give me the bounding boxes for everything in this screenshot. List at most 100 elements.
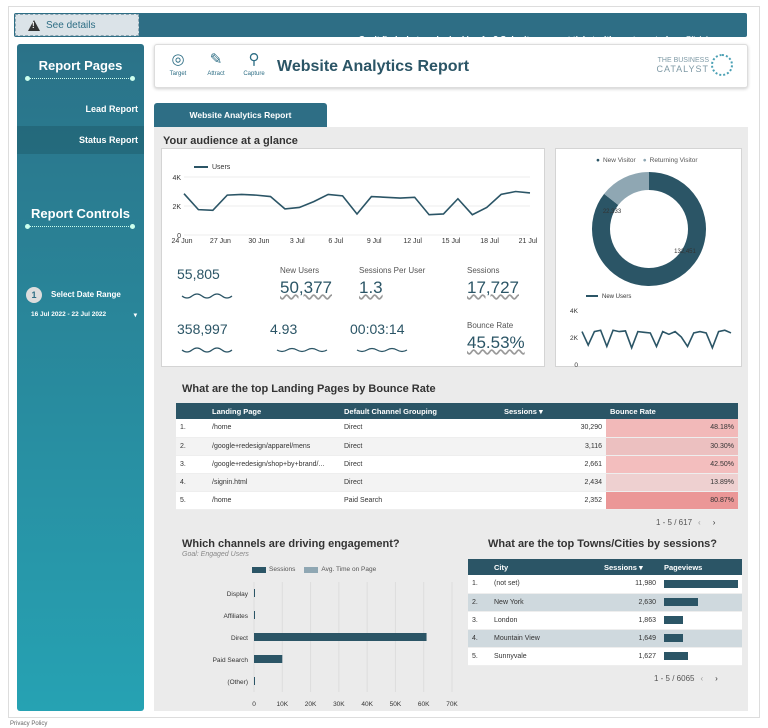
x-tick-label: 6 Jul: [328, 238, 343, 245]
pageviews-bar: [664, 598, 699, 606]
sessions-cell: 30,290: [500, 419, 606, 438]
new-users-line: [581, 329, 732, 351]
date-range-label: Select Date Range: [51, 290, 121, 299]
y-tick-label: 0: [177, 233, 181, 240]
landing-pager: 1 - 5 / 617 ‹ ›: [656, 518, 721, 527]
pager-label: 1 - 5 / 6065: [654, 674, 695, 683]
sparkline: [276, 347, 328, 353]
table-row[interactable]: 4./signin.html Direct 2,434 13.89%: [176, 473, 738, 492]
y-tick-label: 2K: [172, 204, 181, 211]
category-label: Direct: [231, 635, 248, 642]
sessions-cell: 2,434: [500, 473, 606, 492]
slice-label: 132,451: [674, 249, 696, 255]
col-channel[interactable]: Default Channel Grouping: [340, 403, 500, 419]
next-page-icon[interactable]: ›: [712, 518, 716, 527]
tab-website-analytics[interactable]: Website Analytics Report: [154, 103, 327, 127]
pageviews-cell: [660, 647, 742, 666]
table-row[interactable]: 1. (not set) 11,980: [468, 575, 742, 594]
sidebar-item-status-report[interactable]: Status Report: [17, 126, 144, 154]
bounce-cell: 42.50%: [606, 455, 738, 474]
channel-cell: Direct: [340, 455, 500, 474]
logo-line2: CATALYST: [656, 64, 709, 74]
bar: [254, 677, 255, 685]
users-line: [183, 190, 531, 216]
cities-title: What are the top Towns/Cities by session…: [488, 538, 718, 550]
divider: [25, 224, 135, 229]
prev-page-icon[interactable]: ‹: [700, 674, 704, 683]
visitor-donut-chart: 22,333 132,451: [592, 172, 706, 286]
table-row[interactable]: 2./google+redesign/apparel/mens Direct 3,1…: [176, 437, 738, 456]
support-text: Can't find what you're looking for? Subm…: [358, 34, 686, 44]
paperclip-icon: ✎: [209, 51, 223, 68]
channel-cell: Direct: [340, 437, 500, 456]
support-link[interactable]: Click here: [685, 34, 723, 44]
bounce-cell: 30.30%: [606, 437, 738, 456]
x-tick-label: 20K: [305, 701, 317, 708]
col-pageviews[interactable]: Pageviews: [660, 559, 742, 575]
prev-page-icon[interactable]: ‹: [698, 518, 701, 527]
x-tick-label: 15 Jul: [442, 238, 461, 245]
channel-cell: Direct: [340, 419, 500, 438]
x-tick-label: 70K: [446, 701, 458, 708]
col-sessions[interactable]: Sessions ▾: [500, 403, 606, 419]
x-tick-label: 24 Jun: [171, 238, 192, 245]
row-number: 5.: [176, 491, 208, 510]
pageviews-bar: [664, 616, 683, 624]
pageviews-bar: [664, 579, 738, 588]
x-tick-label: 30K: [333, 701, 345, 708]
col-bounce-rate[interactable]: Bounce Rate: [606, 403, 738, 419]
table-row[interactable]: 1./home Direct 30,290 48.18%: [176, 419, 738, 438]
x-tick-label: 18 Jul: [480, 238, 499, 245]
x-tick-label: 27 Jun: [210, 238, 231, 245]
table-row[interactable]: 5. Sunnyvale 1,627: [468, 647, 742, 666]
kpi-avg-duration: 00:03:14: [350, 321, 405, 337]
legend-users: Users: [212, 164, 231, 171]
city-cell: London: [490, 611, 600, 630]
kpi-bounce-label: Bounce Rate: [467, 321, 514, 330]
pageviews-cell: [660, 611, 742, 630]
pageviews-cell: [660, 629, 742, 648]
row-number: 1.: [468, 575, 490, 594]
channels-bar-chart: 0 10K 20K 30K 40K 50K 60K 70K Display Affiliates D…: [213, 582, 458, 708]
sessions-cell: 1,649: [600, 629, 660, 648]
y-tick-label: 0: [574, 362, 578, 368]
donut-slice: [592, 172, 706, 286]
col-city[interactable]: City: [490, 559, 600, 575]
pageviews-cell: [660, 575, 742, 594]
sidebar-item-lead-report[interactable]: Lead Report: [85, 104, 138, 114]
table-row[interactable]: 2. New York 2,630: [468, 593, 742, 612]
kpi-sessions-label: Sessions: [467, 266, 500, 275]
table-row[interactable]: 5./home Paid Search 2,352 80.87%: [176, 491, 738, 510]
target-link[interactable]: ◎ Target: [163, 49, 193, 77]
col-city-sessions[interactable]: Sessions ▾: [600, 559, 660, 575]
kpi-total-users: 55,805: [177, 266, 220, 282]
category-label: Display: [227, 591, 249, 598]
x-tick-label: 21 Jul: [519, 238, 538, 245]
capture-link[interactable]: ⚲ Capture: [239, 49, 269, 77]
sessions-cell: 3,116: [500, 437, 606, 456]
x-tick-label: 40K: [361, 701, 373, 708]
landing-pages-table: Landing Page Default Channel Grouping Se…: [176, 403, 738, 510]
sessions-cell: 1,863: [600, 611, 660, 630]
table-row[interactable]: 3./google+redesign/shop+by+brand/... Dire…: [176, 455, 738, 474]
table-row[interactable]: 3. London 1,863: [468, 611, 742, 630]
attract-link[interactable]: ✎ Attract: [201, 49, 231, 77]
x-tick-label: 0: [252, 701, 256, 708]
col-landing-page[interactable]: Landing Page: [208, 403, 340, 419]
attract-label: Attract: [207, 71, 225, 77]
kpi-pageviews: 358,997: [177, 321, 228, 337]
date-range-picker[interactable]: 16 Jul 2022 - 22 Jul 2022 ▾: [31, 311, 137, 319]
table-row[interactable]: 4. Mountain View 1,649: [468, 629, 742, 648]
privacy-policy-link[interactable]: Privacy Policy: [10, 721, 48, 727]
capture-label: Capture: [243, 71, 265, 77]
next-page-icon[interactable]: ›: [715, 674, 718, 683]
kpi-sessions: 17,727: [467, 278, 519, 297]
city-cell: Sunnyvale: [490, 647, 600, 666]
row-number: 4.: [176, 473, 208, 492]
sessions-cell: 2,630: [600, 593, 660, 612]
see-details-button[interactable]: See details: [15, 14, 139, 36]
users-line-chart: Users 4K 2K 024 Jun 27 Jun 30 Jun 3 Jul 6 Jul 9 …: [171, 164, 538, 245]
sparkline: [356, 347, 408, 353]
cities-pager: 1 - 5 / 6065 ‹ ›: [654, 674, 724, 683]
y-tick-label: 4K: [570, 308, 579, 315]
